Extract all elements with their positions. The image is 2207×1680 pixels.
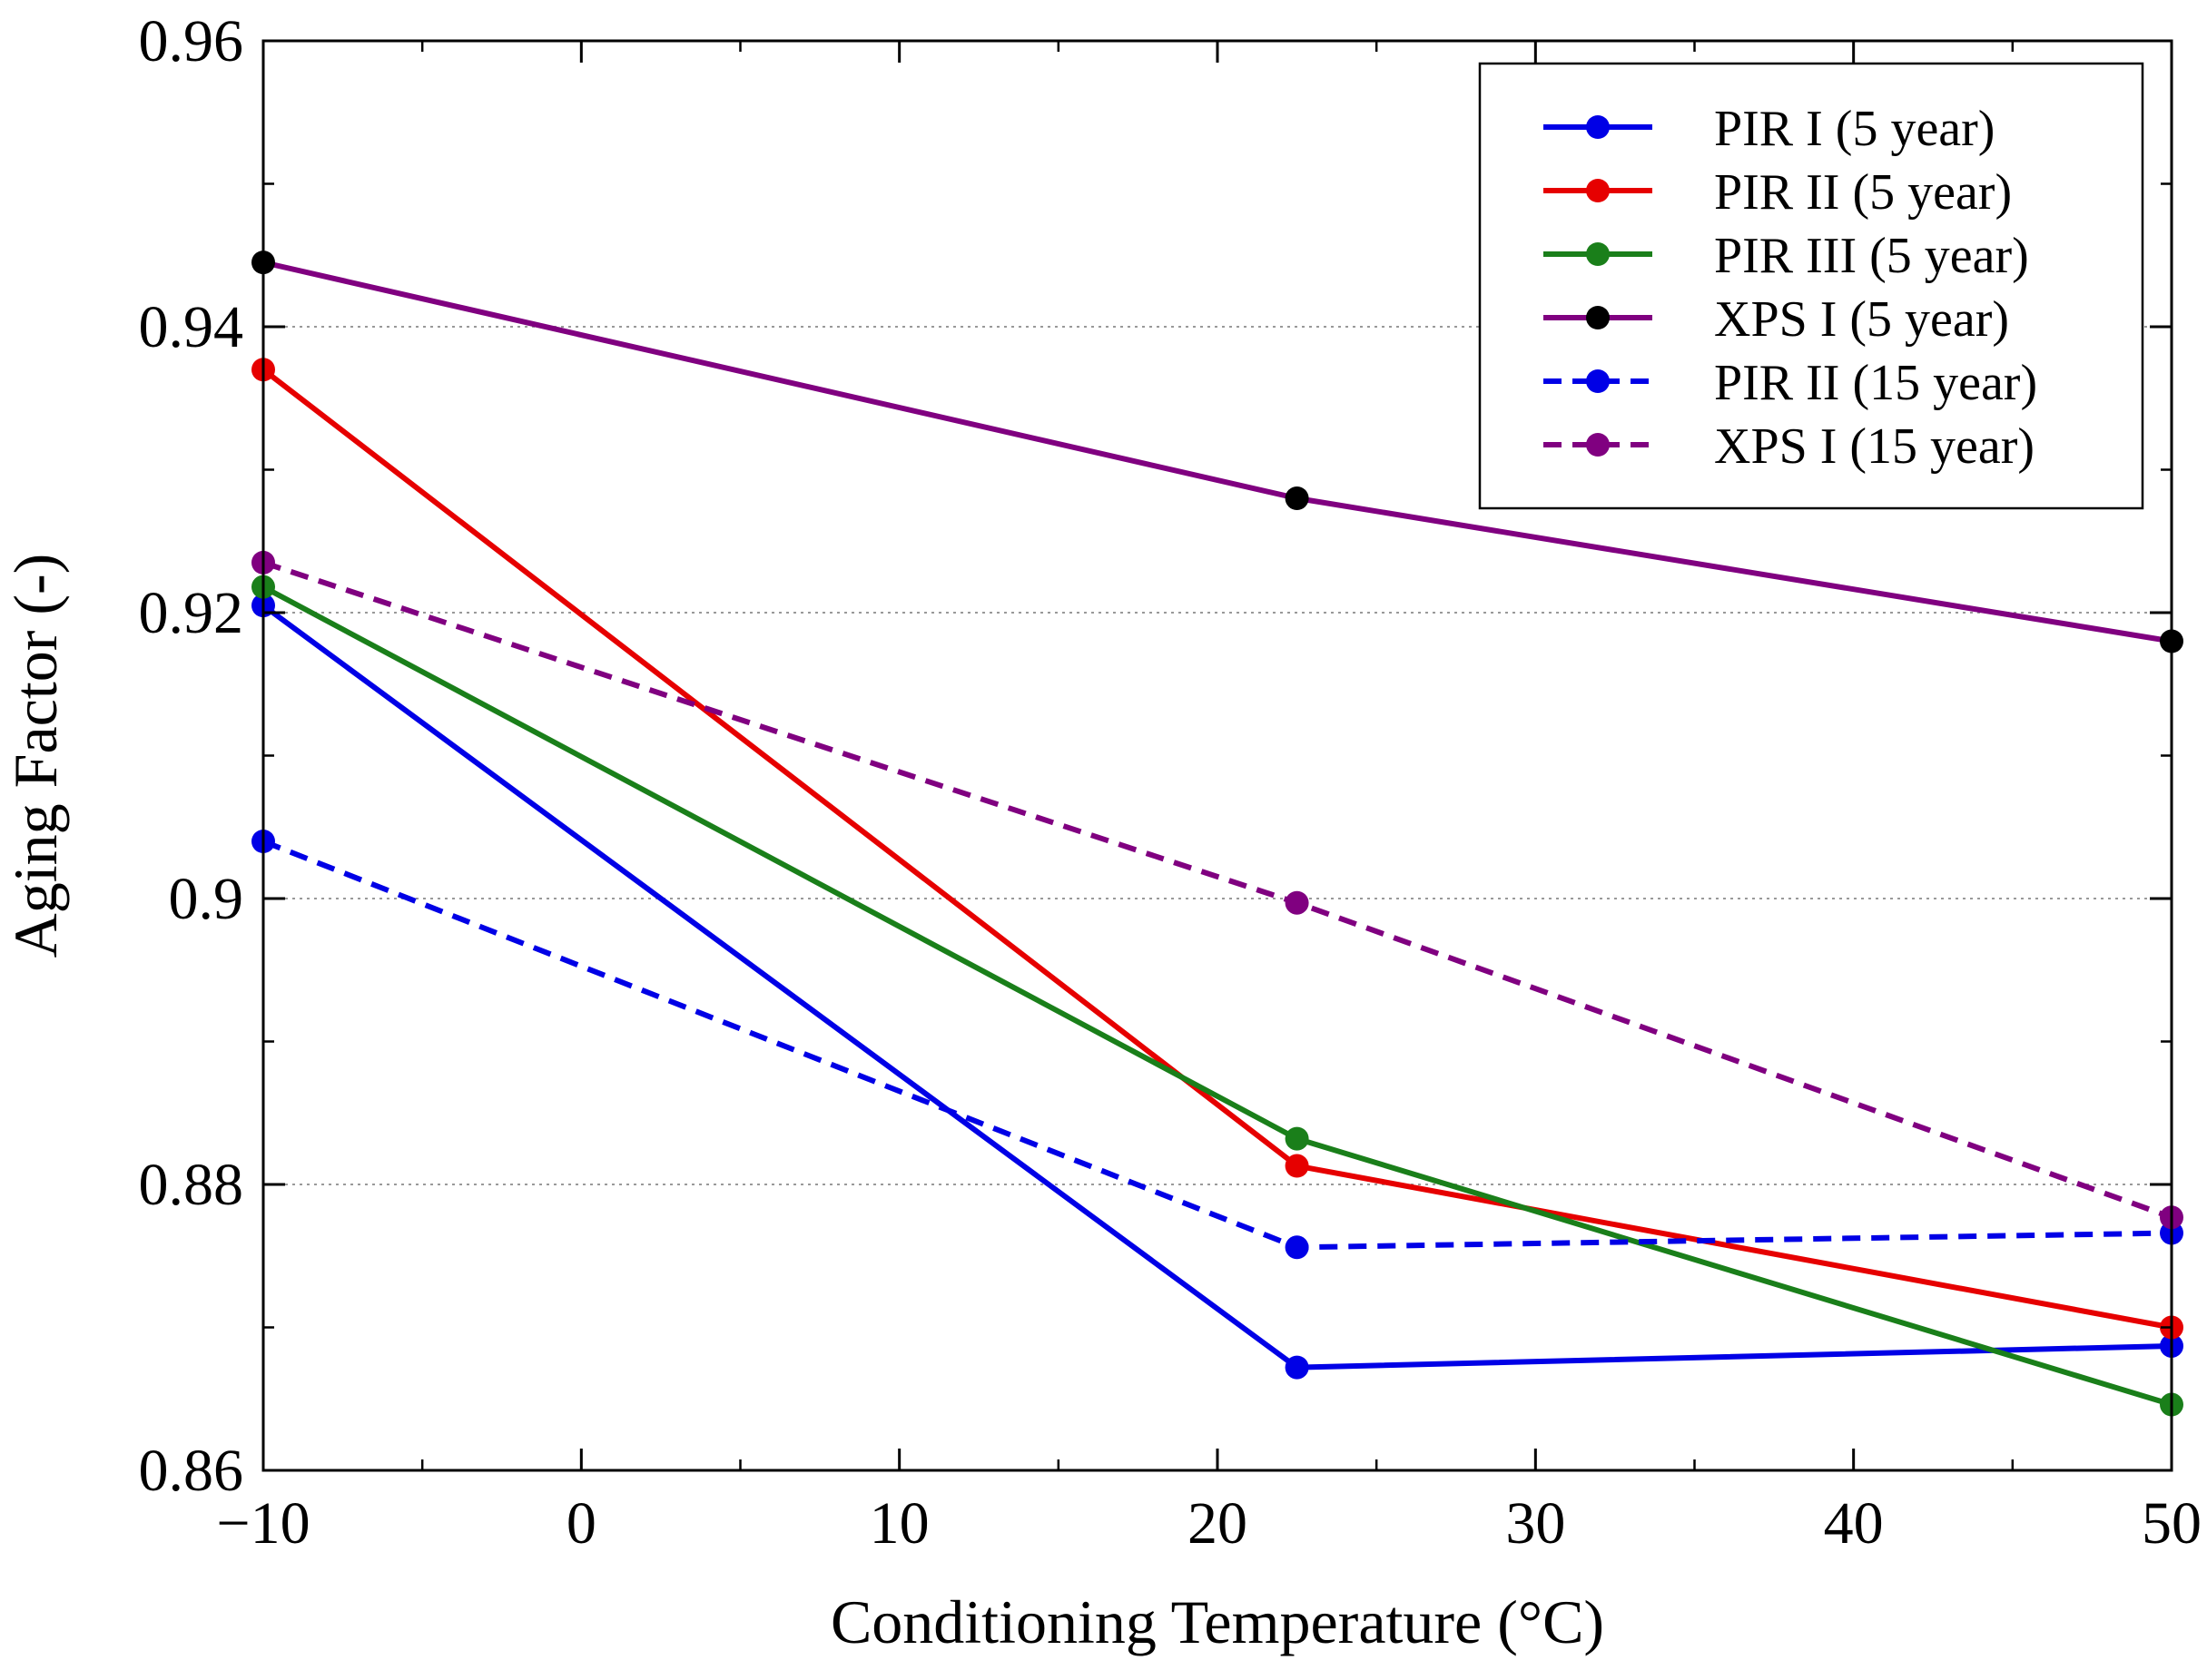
y-tick-label: 0.86 (139, 1438, 244, 1504)
legend-label: PIR II (5 year) (1714, 164, 2012, 221)
x-tick-label: 50 (2142, 1490, 2202, 1557)
x-tick-label: 30 (1505, 1490, 1565, 1557)
x-tick-label: −10 (216, 1490, 310, 1557)
legend-entry: PIR I (5 year) (1543, 101, 1995, 157)
legend-marker (1586, 433, 1610, 457)
y-tick-label: 0.9 (169, 866, 244, 932)
data-point (1285, 1355, 1309, 1380)
legend-marker (1586, 242, 1610, 266)
y-tick-label: 0.88 (139, 1152, 244, 1218)
data-point (1285, 1235, 1309, 1260)
y-tick-label: 0.96 (139, 8, 244, 74)
legend-label: PIR III (5 year) (1714, 228, 2029, 284)
y-axis-title: Aging Factor (-) (1, 554, 70, 958)
legend-entry: XPS I (15 year) (1543, 418, 2035, 475)
legend-entry: PIR II (15 year) (1543, 355, 2037, 411)
x-axis-title: Conditioning Temperature (°C) (831, 1587, 1604, 1656)
legend-label: XPS I (15 year) (1714, 418, 2035, 475)
axis-ticks: −10 0 10 20 30 40 50 0.86 0.88 0.9 0.92 0.94 0.96 (139, 8, 2202, 1557)
data-point (1285, 890, 1309, 915)
legend-marker (1586, 369, 1610, 393)
legend: PIR I (5 year) PIR II (5 year) PIR III (5 … (1478, 62, 2144, 510)
legend-entry: XPS I (5 year) (1543, 291, 2009, 348)
data-point (1285, 1154, 1309, 1178)
data-point (1285, 1126, 1309, 1151)
legend-marker (1586, 115, 1610, 139)
y-tick-label: 0.94 (139, 294, 244, 360)
data-point (1285, 486, 1309, 510)
legend-marker (1586, 306, 1610, 329)
x-tick-label: 0 (567, 1490, 596, 1557)
legend-entry: PIR II (5 year) (1543, 164, 2012, 221)
legend-label: XPS I (5 year) (1714, 291, 2009, 348)
legend-entry: PIR III (5 year) (1543, 228, 2029, 284)
plot-series (251, 251, 2183, 1417)
grid (263, 326, 2172, 1185)
x-tick-label: 10 (870, 1490, 930, 1557)
legend-marker (1586, 179, 1610, 202)
legend-box (1478, 62, 2144, 510)
x-tick-label: 40 (1824, 1490, 1884, 1557)
legend-label: PIR I (5 year) (1714, 101, 1995, 157)
legend-label: PIR II (15 year) (1714, 355, 2037, 411)
y-tick-label: 0.92 (139, 580, 244, 646)
x-tick-label: 20 (1187, 1490, 1247, 1557)
